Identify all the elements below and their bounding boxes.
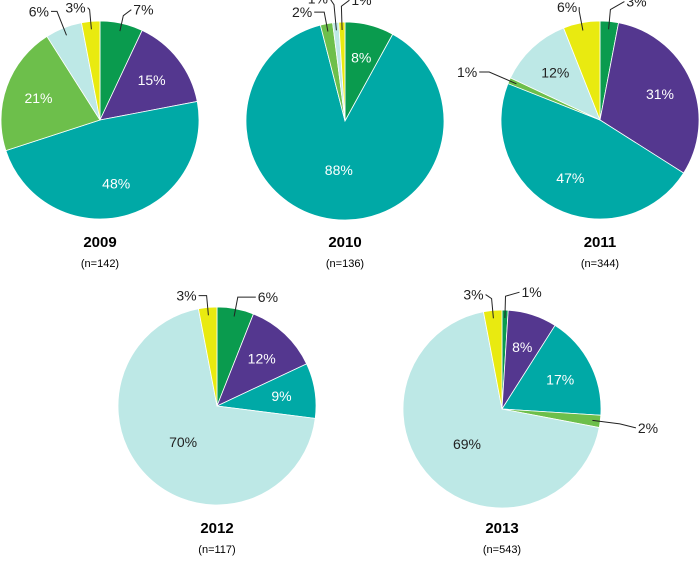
slice-label: 8% [512,339,532,355]
slice-label: 3% [463,287,483,303]
slice-label: 47% [556,170,584,186]
leader-line [87,7,92,30]
pie-chart-2010: 8%88%2%1%1%2010(n=136) [245,0,445,270]
pie-title: 2009 [83,234,116,251]
leader-line [198,295,209,316]
slice-label: 3% [626,0,646,10]
leader-line [330,0,337,31]
slice-label: 9% [271,388,291,404]
leader-line [578,7,584,31]
slice-label: 1% [457,64,477,80]
leader-line [504,291,520,319]
slice-label: 3% [65,0,85,16]
slice-label: 21% [24,90,52,106]
pie-slice [99,29,198,121]
pie-slice [216,313,308,407]
pie-chart-2009: 7% 15% 48% 21% 6% 3% 2009 (n=142) [0,0,200,270]
pie-sample-size: (n=344) [581,258,619,270]
slice-label: 2% [292,4,312,20]
slice-label: 12% [248,350,276,366]
slice-label: 70% [169,434,197,450]
slice-label: 2% [638,420,658,436]
slice-label: 15% [138,72,166,88]
pie-slice [402,311,600,509]
slice-label: 12% [541,64,569,80]
pie-sample-size: (n=117) [198,544,235,556]
pie-slice [0,35,101,152]
slice-label: 17% [546,371,574,387]
pie-slice [5,100,200,220]
slice-label: 48% [102,175,130,191]
slice-label: 3% [176,288,196,304]
leader-line [314,11,329,32]
leader-line [51,10,67,36]
slice-label: 6% [258,289,278,305]
pie-chart-2013: 1% 8% 17% 2% 69% 3% 2013 (n=543) [402,284,658,556]
pie-sample-size: (n=142) [81,258,119,270]
pie-slice [500,83,685,220]
leader-line [485,294,494,319]
slice-label: 6% [557,0,577,15]
slice-label: 8% [351,50,371,66]
leader-line [479,71,517,85]
leader-line [592,419,637,429]
slice-label: 31% [646,86,674,102]
slice-label: 7% [133,2,153,18]
leader-line [340,0,350,31]
pie-chart-2011: 3% 31% 47% 1% 12% 6% 2011 (n=344) [457,0,699,270]
slice-label: 6% [29,3,49,19]
pie-chart-2012: 6% 12% 9% 70% 3% 2012 (n=117) [117,288,317,556]
pie-slice [501,324,602,416]
pie-title: 2012 [200,520,233,537]
pie-slice [117,308,316,506]
pie-title: 2010 [328,234,361,251]
slice-label: 1% [522,284,542,300]
pie-slice [245,24,445,221]
slice-label: 1% [308,0,328,7]
slice-label: 69% [453,436,481,452]
pie-title: 2011 [584,234,617,251]
leader-line [119,9,132,32]
slice-label: 88% [325,162,353,178]
pie-slice [509,27,601,121]
leader-line [608,1,625,30]
pie-sample-size: (n=136) [326,258,364,270]
pie-title: 2013 [485,520,518,537]
leader-line [233,296,256,317]
pie-sample-size: (n=543) [483,544,521,556]
slice-label: 1% [351,0,371,8]
